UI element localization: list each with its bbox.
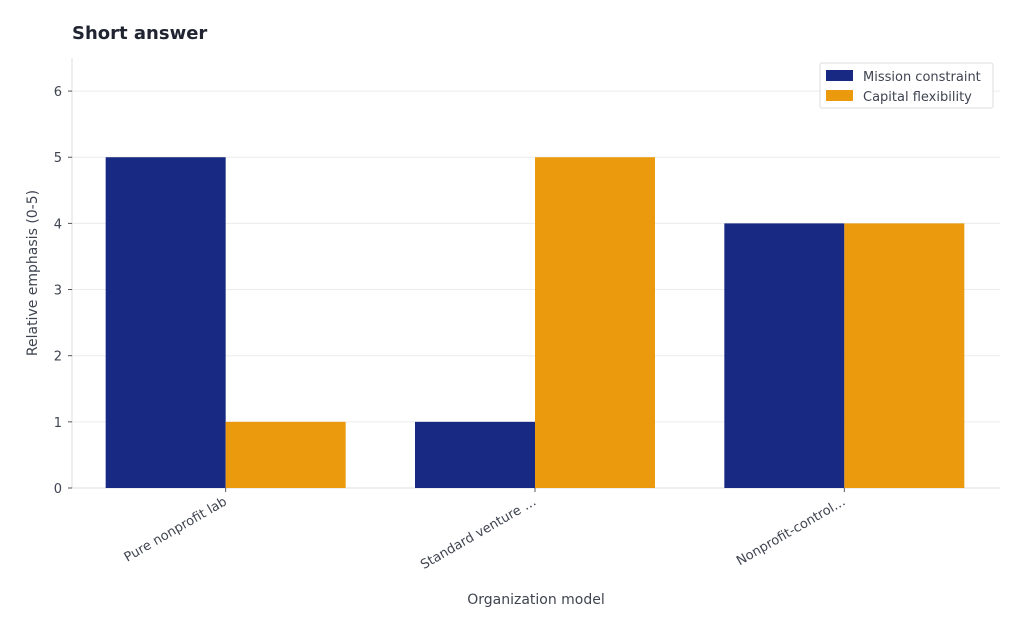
x-tick-label: Standard venture … [418,494,539,572]
x-tick-label: Pure nonprofit lab [122,494,230,565]
y-tick-label: 3 [54,284,62,299]
bars-group [105,157,965,488]
bar-mission-constraint [415,421,535,488]
y-tick-label: 4 [54,217,62,232]
legend-label: Mission constraint [863,70,981,85]
y-ticks: 0 1 2 3 4 5 6 [54,85,72,497]
x-ticks: Pure nonprofit lab Standard venture … Nonp… [122,488,848,573]
chart-title: Short answer [72,23,207,44]
bar-mission-constraint [724,223,845,488]
bar-mission-constraint [105,157,226,488]
y-tick-label: 5 [54,151,62,166]
y-tick-label: 2 [54,350,62,365]
legend: Mission constraint Capital flexibility [819,62,994,109]
x-axis-label: Organization model [467,592,605,608]
bar-capital-flexibility [225,421,346,488]
bar-capital-flexibility [535,157,655,488]
legend-label: Capital flexibility [863,90,972,105]
y-tick-label: 0 [54,482,62,497]
y-axis-label: Relative emphasis (0-5) [25,190,41,356]
x-tick-label: Nonprofit-control… [734,494,848,569]
y-tick-label: 1 [54,416,62,431]
bar-capital-flexibility [844,223,965,488]
y-tick-label: 6 [54,85,62,100]
legend-swatch [826,70,853,81]
legend-box [819,62,994,109]
legend-swatch [826,90,853,101]
